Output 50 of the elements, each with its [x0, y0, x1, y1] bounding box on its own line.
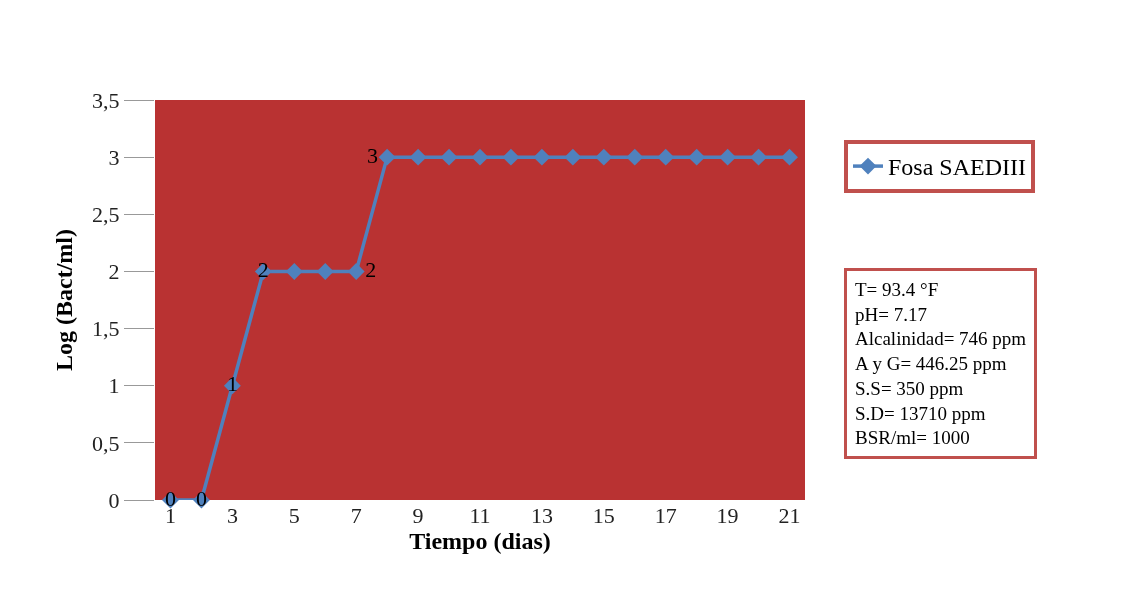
point — [285, 262, 303, 280]
text: S.D= 13710 ppm — [855, 402, 986, 424]
y-tick-label: 1,5 — [92, 316, 120, 342]
data-label: 2 — [257, 256, 269, 282]
point — [626, 148, 644, 166]
x-tick-label: 15 — [592, 503, 615, 528]
data-label: 2 — [365, 256, 377, 282]
text: S.S= 350 ppm — [855, 377, 964, 399]
legend-label: Fosa SAEDIII — [888, 154, 1026, 181]
point — [502, 148, 520, 166]
point — [378, 148, 396, 166]
point — [781, 148, 798, 166]
y-tick-label: 2,5 — [92, 201, 120, 227]
point — [719, 148, 737, 166]
point — [533, 148, 551, 166]
y-tick-label: 1 — [108, 373, 120, 399]
y-tick-label: 2 — [108, 259, 120, 285]
point — [750, 148, 768, 166]
text: A y G= 446.25 ppm — [855, 353, 1007, 375]
x-tick-label: 11 — [469, 503, 491, 528]
y-tick-label: 0,5 — [92, 430, 120, 456]
text: Alcalinidad= 746 ppm — [855, 328, 1027, 350]
data-label: 3 — [367, 142, 379, 168]
x-tick-label: 17 — [654, 503, 677, 528]
x-tick-label: 13 — [530, 503, 553, 528]
x-axis-title: Tiempo (dias) — [409, 528, 551, 555]
text: pH= 7.17 — [855, 303, 927, 325]
text: BSR/ml= 1000 — [855, 427, 970, 449]
point — [440, 148, 458, 166]
y-tick-label: 3 — [108, 144, 120, 170]
data-label: 1 — [226, 371, 238, 397]
x-tick-label: 9 — [412, 503, 424, 528]
data-label: 0 — [195, 485, 207, 511]
x-tick-label: 3 — [226, 503, 238, 528]
x-tick-label: 5 — [288, 503, 300, 528]
text: T= 93.4 °F — [855, 279, 939, 300]
point — [409, 148, 427, 166]
point — [688, 148, 706, 166]
y-tick-label: 0 — [108, 487, 120, 513]
y-axis-title: Log (Bact/ml) — [51, 229, 78, 371]
point — [316, 262, 334, 280]
x-tick-label: 7 — [350, 503, 362, 528]
x-tick-label: 19 — [716, 503, 739, 528]
point — [471, 148, 489, 166]
x-tick-label: 21 — [778, 503, 801, 528]
y-tick-label: 3,5 — [92, 87, 120, 113]
point — [564, 148, 582, 166]
point — [347, 262, 365, 280]
point — [657, 148, 675, 166]
point — [595, 148, 613, 166]
